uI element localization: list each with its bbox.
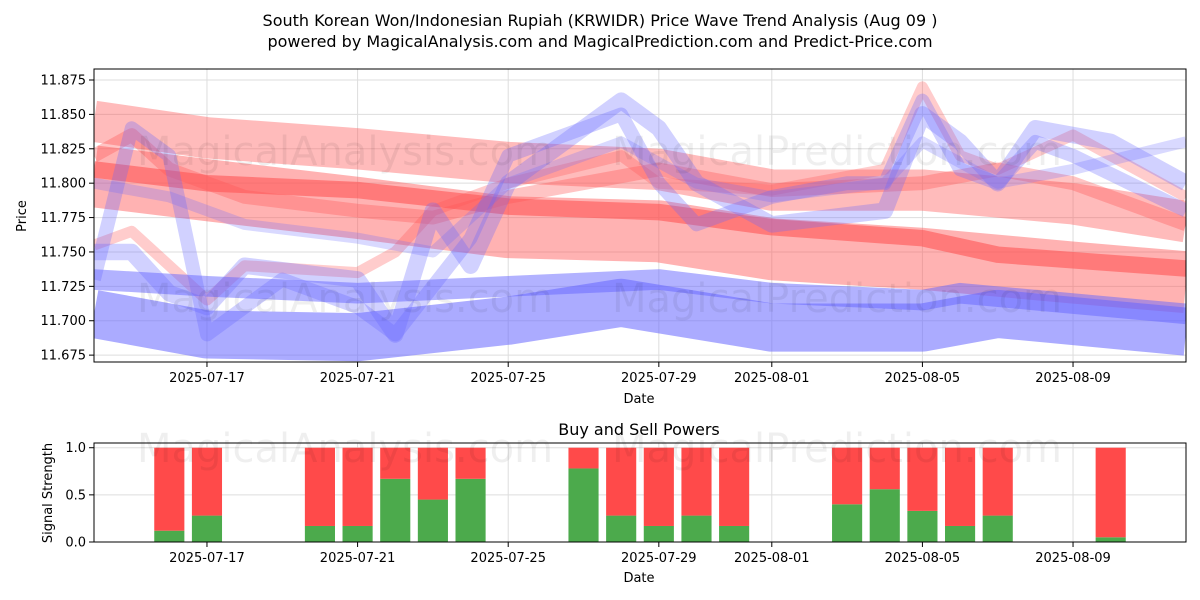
bars-x-label: Date bbox=[623, 571, 654, 586]
main-y-tick-label: 11.700 bbox=[41, 314, 87, 329]
buy-bar bbox=[681, 515, 712, 542]
bars-y-tick-label: 0.0 bbox=[65, 536, 86, 551]
main-x-tick-label: 2025-07-17 bbox=[169, 371, 245, 386]
sell-bar bbox=[1095, 447, 1126, 538]
buy-bar bbox=[304, 525, 335, 542]
buy-bar bbox=[380, 478, 411, 542]
chart-title-line2: powered by MagicalAnalysis.com and Magic… bbox=[267, 32, 932, 51]
main-y-tick-label: 11.800 bbox=[41, 177, 87, 192]
sell-bar bbox=[191, 447, 223, 516]
buy-bar bbox=[832, 504, 863, 542]
buy-bar bbox=[191, 515, 223, 542]
sell-bar bbox=[417, 447, 448, 500]
buy-bar bbox=[643, 525, 674, 542]
sell-bar bbox=[380, 447, 411, 479]
main-x-label: Date bbox=[623, 392, 654, 407]
bars-title: Buy and Sell Powers bbox=[558, 420, 720, 439]
sell-bar bbox=[606, 447, 637, 516]
watermark-prediction-top: MagicalPrediction.com bbox=[612, 129, 1062, 175]
main-y-tick-label: 11.775 bbox=[41, 211, 87, 226]
main-x-tick-label: 2025-07-21 bbox=[320, 371, 396, 386]
buy-bar bbox=[982, 515, 1013, 542]
main-x-tick-label: 2025-07-25 bbox=[470, 371, 546, 386]
sell-bar bbox=[982, 447, 1013, 516]
buy-bar bbox=[907, 510, 938, 542]
buy-bar bbox=[869, 489, 900, 542]
price-wave-plot: 2025-07-17 2025-07-21 2025-07-25 2025-07-29… bbox=[41, 68, 1187, 386]
sell-bar bbox=[907, 447, 938, 511]
chart-title-line1: South Korean Won/Indonesian Rupiah (KRWI… bbox=[263, 11, 938, 30]
series-blue-trend bbox=[94, 269, 1186, 325]
sell-bar bbox=[304, 447, 335, 526]
bars-frame bbox=[93, 442, 1187, 543]
sell-bar bbox=[945, 447, 976, 526]
bars-x-tick-label: 2025-07-17 bbox=[169, 551, 245, 566]
series-blue-wave-2 bbox=[94, 93, 1186, 342]
sell-bar bbox=[681, 447, 712, 516]
bars-y-label: Signal Strength bbox=[41, 443, 56, 543]
main-y-tick-label: 11.825 bbox=[41, 142, 87, 157]
bars-x-tick-label: 2025-07-21 bbox=[320, 551, 396, 566]
buy-bar bbox=[342, 525, 373, 542]
main-y-tick-label: 11.875 bbox=[41, 74, 87, 89]
bars-y-tick-label: 0.5 bbox=[65, 488, 86, 503]
bars-x-tick-label: 2025-08-05 bbox=[885, 551, 961, 566]
watermark-analysis-top: MagicalAnalysis.com bbox=[137, 129, 553, 175]
buy-bar bbox=[568, 468, 599, 542]
main-x-tick-label: 2025-08-09 bbox=[1035, 371, 1111, 386]
series-blue-wave-3 bbox=[94, 136, 1186, 258]
main-x-tick-label: 2025-08-05 bbox=[885, 371, 961, 386]
sell-bar bbox=[832, 447, 863, 505]
sell-bar bbox=[342, 447, 373, 526]
buy-bar bbox=[606, 515, 637, 542]
series-red-band-main bbox=[94, 145, 1186, 314]
watermark-analysis-mid: MagicalAnalysis.com bbox=[137, 276, 553, 322]
sell-bar bbox=[568, 447, 599, 469]
main-y-tick-label: 11.675 bbox=[41, 349, 87, 364]
main-frame bbox=[93, 68, 1187, 363]
buy-bar bbox=[455, 478, 486, 542]
main-x-tick-label: 2025-08-01 bbox=[734, 371, 810, 386]
sell-bar bbox=[643, 447, 674, 526]
buy-bar bbox=[154, 530, 185, 542]
buy-sell-power-plot: 2025-07-17 2025-07-21 2025-07-25 2025-07-29… bbox=[65, 441, 1187, 566]
buy-bar bbox=[1095, 537, 1126, 542]
watermark-prediction-mid: MagicalPrediction.com bbox=[612, 276, 1062, 322]
main-y-tick-label: 11.725 bbox=[41, 280, 87, 295]
bars-y-tick-label: 1.0 bbox=[65, 441, 86, 456]
watermark-analysis-bottom: MagicalAnalysis.com bbox=[137, 426, 553, 472]
series-blue-band-lower bbox=[94, 278, 1186, 362]
main-y-tick-label: 11.850 bbox=[41, 108, 87, 123]
bars-x-tick-label: 2025-07-25 bbox=[470, 551, 546, 566]
series-red-wave-2 bbox=[94, 128, 1186, 231]
main-x-tick-label: 2025-07-29 bbox=[621, 371, 697, 386]
buy-bar bbox=[417, 499, 448, 542]
buy-bar bbox=[719, 525, 750, 542]
sell-bar bbox=[719, 447, 750, 526]
buy-bar bbox=[945, 525, 976, 542]
bars-x-tick-label: 2025-08-09 bbox=[1035, 551, 1111, 566]
main-y-tick-label: 11.750 bbox=[41, 245, 87, 260]
main-y-label: Price bbox=[15, 200, 30, 232]
series-blue-wave-1 bbox=[94, 92, 1186, 343]
series-red-trend bbox=[94, 161, 1186, 277]
bars-x-tick-label: 2025-07-29 bbox=[621, 551, 697, 566]
series-red-band-upper bbox=[94, 100, 1186, 243]
sell-bar bbox=[869, 447, 900, 490]
sell-bar bbox=[154, 447, 185, 531]
watermark-prediction-bottom: MagicalPrediction.com bbox=[612, 426, 1062, 472]
sell-bar bbox=[455, 447, 486, 479]
bars-x-tick-label: 2025-08-01 bbox=[734, 551, 810, 566]
